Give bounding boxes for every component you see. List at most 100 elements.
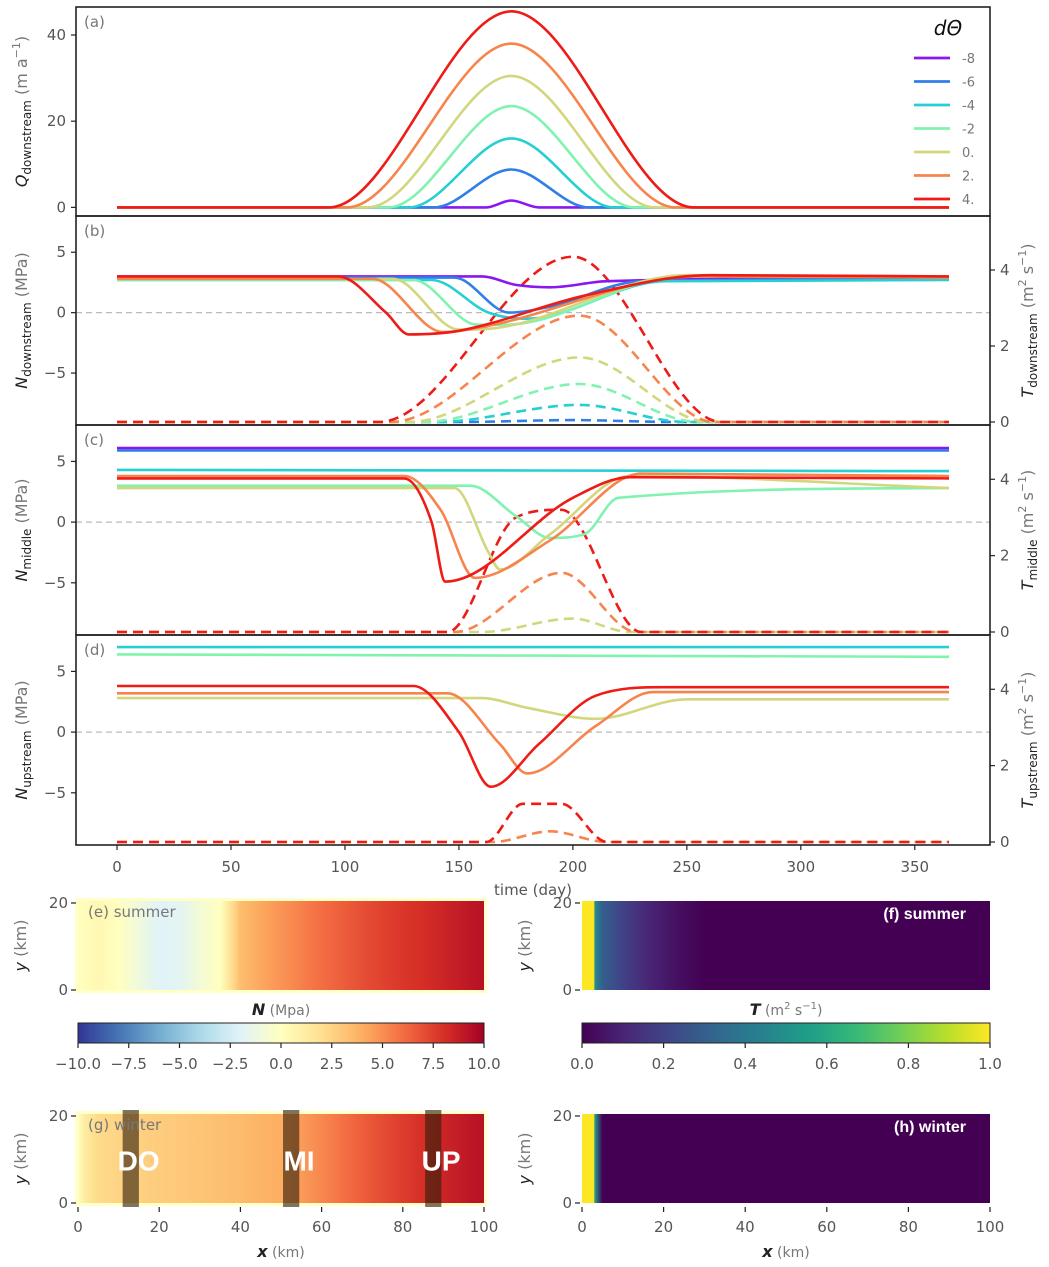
x-tick-label: 60	[312, 1218, 331, 1236]
y-tick-label: 0	[56, 723, 66, 741]
y-tick-label: 0	[562, 1194, 572, 1212]
y-tick-label: 0	[58, 981, 68, 999]
y-tick-label: 0	[58, 1194, 68, 1212]
series-group	[117, 9, 949, 209]
x-axis-label: x (km)	[761, 1242, 809, 1261]
n-series-line	[116, 468, 950, 473]
y-axis-label: Qdownstream (m a−1)	[10, 36, 34, 187]
colorbar-ramp	[77, 1022, 485, 1044]
q-series-line	[117, 9, 949, 209]
colorbar-tick-label: 0.4	[733, 1055, 757, 1073]
y-tick-label: 20	[49, 894, 68, 912]
colorbar-tick-label: 0.0	[570, 1055, 594, 1073]
colorbar-tick-label: 5.0	[371, 1055, 395, 1073]
legend-entry-label: -2	[962, 123, 975, 138]
y-axis-label: y (km)	[11, 1133, 30, 1186]
y2-tick-label: 2	[1000, 757, 1010, 775]
x-tick-label: 80	[899, 1218, 918, 1236]
x-tick-label: 0	[73, 1218, 83, 1236]
y-tick-label: 20	[47, 112, 66, 130]
colorbar-tick-label: 10.0	[467, 1055, 500, 1073]
x-tick-label: 20	[654, 1218, 673, 1236]
y-tick-label: 5	[56, 243, 66, 261]
y2-tick-label: 0	[1000, 413, 1010, 431]
panel-b: −5 0 5 0 2 4 Tdownstream (m2 s−1) Ndownstream (…	[12, 215, 1040, 431]
legend-entry-label: -8	[962, 52, 975, 67]
x-tick-label: 350	[900, 858, 929, 876]
series-group	[116, 255, 950, 424]
y-tick-label: −5	[44, 574, 66, 592]
colorbar-label: T (m2 s−1)	[750, 1000, 823, 1019]
n-series-line	[116, 696, 949, 721]
panel-g: DO MI UP 0 20 y (km) 0 20 40 60 80 100 x (km) (g) win…	[11, 1107, 498, 1261]
colorbar-tick-label: −7.5	[111, 1055, 147, 1073]
q-series-line	[117, 104, 949, 209]
n-series-line	[117, 275, 950, 334]
y2-tick-label: 2	[1000, 547, 1010, 565]
region-band	[425, 1110, 442, 1207]
panel-f: 0 20 y (km) (f) summer	[515, 894, 990, 999]
n-series-line	[116, 472, 950, 580]
colorbar-tick-label: −2.5	[212, 1055, 248, 1073]
n-series-line	[117, 276, 950, 314]
legend-entry-label: -6	[962, 76, 975, 91]
y2-tick-label: 2	[1000, 337, 1010, 355]
n-series-line	[117, 690, 949, 775]
y2-tick-label: 0	[1000, 623, 1010, 641]
colorbar-tick-label: −10.0	[55, 1055, 101, 1073]
q-series-line	[117, 168, 949, 209]
colorbar-tick-label: 0.8	[896, 1055, 920, 1073]
x-tick-label: 200	[559, 858, 588, 876]
t-series-line	[116, 255, 949, 424]
y-axis-label: Ndownstream (MPa)	[12, 252, 34, 389]
y-axis-label: Nupstream (MPa)	[12, 680, 34, 799]
y-tick-label: 20	[49, 1107, 68, 1125]
x-tick-label: 0	[112, 858, 122, 876]
y2-tick-label: 0	[1000, 833, 1010, 851]
colorbar-tick-label: 0.0	[269, 1055, 293, 1073]
t-series-line	[116, 314, 949, 424]
x-tick-label: 40	[736, 1218, 755, 1236]
margin-highlight	[582, 1114, 595, 1203]
legend-entry-label: 4.	[962, 193, 974, 208]
y-axis-label: y (km)	[515, 1133, 534, 1186]
x-tick-label: 100	[976, 1218, 1005, 1236]
y-tick-label: −5	[44, 784, 66, 802]
colorbar-tick-label: 0.2	[652, 1055, 676, 1073]
colorbar-tick-label: 0.6	[815, 1055, 839, 1073]
heatmap-field	[582, 901, 990, 990]
heatmap-field	[78, 901, 484, 990]
colorbar-tick-label: 2.5	[320, 1055, 344, 1073]
panel-label: (h) winter	[894, 1119, 966, 1136]
n-series-line	[116, 653, 950, 659]
y-tick-label: 20	[553, 894, 572, 912]
q-series-line	[117, 137, 949, 209]
panel-label: (f) summer	[883, 906, 966, 923]
legend: dΘ -8 -6 -4 -2 0. 2. 4.	[914, 16, 975, 208]
y2-tick-label: 4	[1000, 261, 1010, 279]
legend-title: dΘ	[934, 16, 963, 40]
panel-c: −5 0 5 0 2 4 Tmiddle (m2 s−1) Nmiddle (MPa) (c)	[12, 424, 1040, 641]
colorbar-tick-label: −5.0	[161, 1055, 197, 1073]
colorbar-ramp	[581, 1022, 991, 1044]
colorbar-tick-label: 7.5	[421, 1055, 445, 1073]
x-tick-label: 100	[331, 858, 360, 876]
region-label: UP	[422, 1146, 461, 1177]
panel-h: 0 20 y (km) 0 20 40 60 80 100 x (km) (h) winter	[515, 1107, 1004, 1261]
legend-entry-label: -4	[962, 99, 975, 114]
y2-tick-label: 4	[1000, 470, 1010, 488]
x-tick-label: 60	[817, 1218, 836, 1236]
y2-axis-label: Tupstream (m2 s−1)	[1016, 672, 1040, 809]
t-series-line	[116, 382, 949, 424]
y-tick-label: 0	[562, 981, 572, 999]
n-series-line	[117, 475, 950, 583]
x-tick-label: 0	[577, 1218, 587, 1236]
y-axis-label: y (km)	[515, 920, 534, 973]
x-tick-label: 100	[470, 1218, 499, 1236]
series-group	[116, 446, 950, 634]
y-tick-label: −5	[44, 364, 66, 382]
n-series-line	[117, 484, 950, 540]
axes-frame	[75, 634, 991, 846]
panel-label: (c)	[84, 431, 104, 449]
